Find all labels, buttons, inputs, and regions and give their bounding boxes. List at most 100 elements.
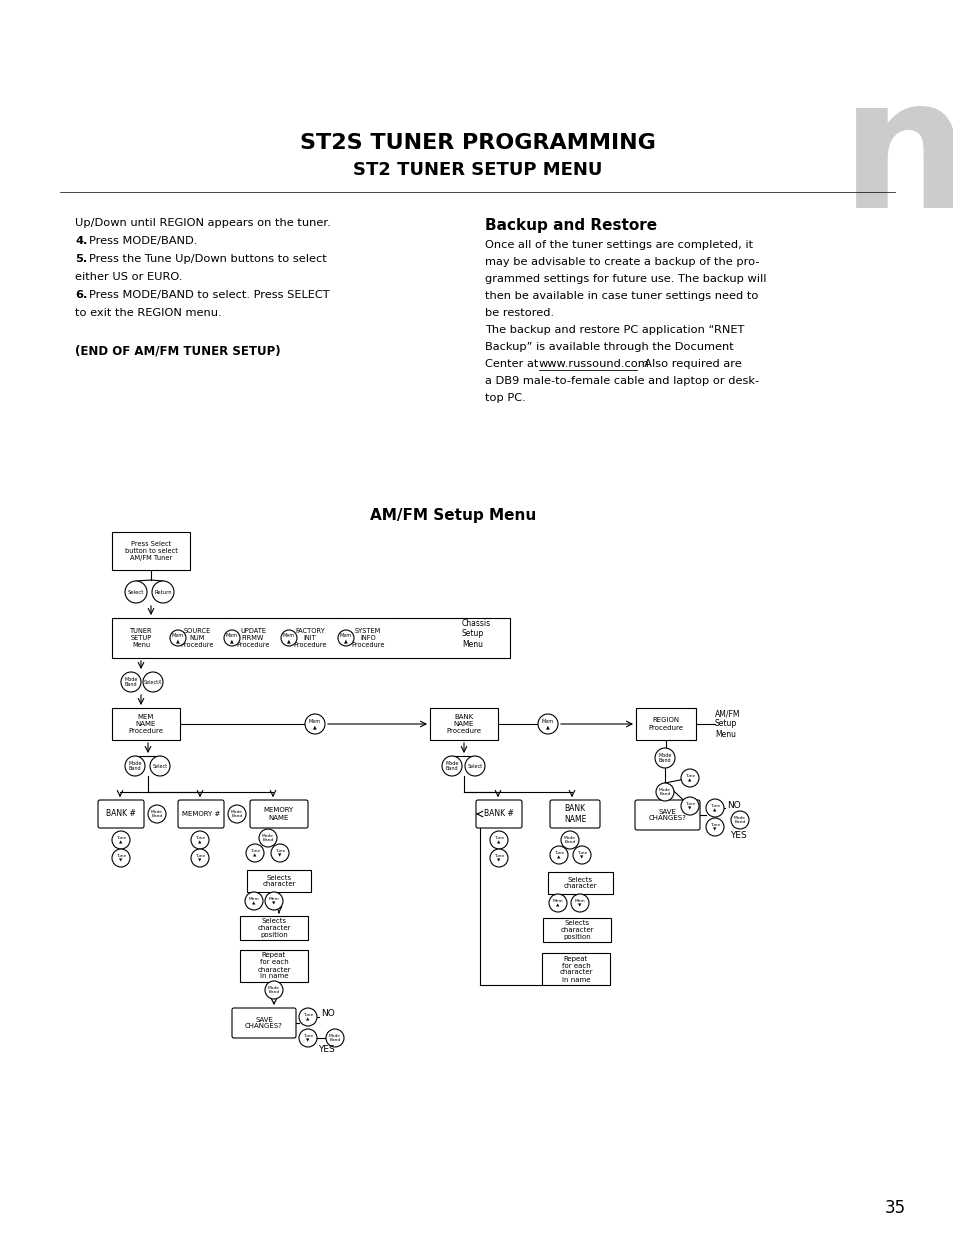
Circle shape	[550, 846, 567, 864]
Text: 6.: 6.	[75, 290, 88, 300]
Bar	[430, 708, 497, 740]
Text: Return: Return	[154, 589, 172, 594]
Circle shape	[656, 783, 673, 802]
Text: MEM
NAME
Procedure: MEM NAME Procedure	[129, 714, 163, 734]
Circle shape	[537, 714, 558, 734]
FancyBboxPatch shape	[476, 800, 521, 827]
Circle shape	[121, 672, 141, 692]
FancyBboxPatch shape	[250, 800, 308, 827]
Circle shape	[265, 981, 283, 999]
Text: . Also required are: . Also required are	[637, 359, 741, 369]
Circle shape	[265, 892, 283, 910]
Circle shape	[228, 805, 246, 823]
Circle shape	[298, 1008, 316, 1026]
Text: Center at: Center at	[484, 359, 541, 369]
Circle shape	[326, 1029, 344, 1047]
Circle shape	[271, 844, 289, 862]
Text: Select: Select	[128, 589, 144, 594]
Text: either US or EURO.: either US or EURO.	[75, 272, 182, 282]
Text: Chassis
Setup
Menu: Chassis Setup Menu	[461, 619, 491, 648]
Text: may be advisable to create a backup of the pro-: may be advisable to create a backup of t…	[484, 257, 759, 267]
Text: BANK
NAME: BANK NAME	[563, 804, 585, 824]
Text: Mem
▼: Mem ▼	[269, 897, 279, 905]
Circle shape	[281, 630, 296, 646]
Text: FACTORY
INIT
Procedure: FACTORY INIT Procedure	[293, 629, 327, 648]
Text: Mode
Band: Mode Band	[124, 677, 137, 688]
Bar	[240, 950, 308, 982]
Text: Selects
character: Selects character	[563, 877, 597, 889]
Text: Select: Select	[467, 763, 482, 768]
Text: Mode
Band: Mode Band	[733, 815, 745, 824]
Text: a DB9 male-to-female cable and laptop or desk-: a DB9 male-to-female cable and laptop or…	[484, 375, 759, 387]
Circle shape	[112, 831, 130, 848]
Circle shape	[655, 748, 675, 768]
Circle shape	[571, 894, 588, 911]
Text: Mode
Band: Mode Band	[563, 836, 576, 845]
Text: Tune
▲: Tune ▲	[709, 804, 720, 813]
Text: Mem
▲: Mem ▲	[226, 632, 238, 643]
Bar	[112, 532, 190, 571]
Text: Up/Down until REGION appears on the tuner.: Up/Down until REGION appears on the tune…	[75, 219, 331, 228]
Text: Tune
▼: Tune ▼	[115, 853, 126, 862]
Text: Tune
▲: Tune ▲	[554, 851, 563, 860]
Circle shape	[337, 630, 354, 646]
Circle shape	[150, 756, 170, 776]
Text: UPDATE
FIRMW
Procedure: UPDATE FIRMW Procedure	[236, 629, 270, 648]
Text: Mem
▲: Mem ▲	[309, 719, 321, 730]
Text: grammed settings for future use. The backup will: grammed settings for future use. The bac…	[484, 274, 765, 284]
Bar	[240, 916, 308, 940]
Text: Tune
▼: Tune ▼	[709, 823, 720, 831]
Text: Tune
▲: Tune ▲	[250, 848, 260, 857]
Text: Selects
character
position: Selects character position	[257, 918, 291, 939]
Text: BANK #: BANK #	[106, 809, 135, 819]
Circle shape	[245, 892, 263, 910]
Circle shape	[548, 894, 566, 911]
Circle shape	[573, 846, 590, 864]
Circle shape	[143, 672, 163, 692]
Circle shape	[298, 1029, 316, 1047]
FancyBboxPatch shape	[232, 1008, 295, 1037]
Text: SAVE
CHANGES?: SAVE CHANGES?	[245, 1016, 283, 1030]
Text: Repeat
for each
character
in name: Repeat for each character in name	[257, 952, 291, 979]
Circle shape	[258, 829, 276, 847]
Text: Tune
▼: Tune ▼	[577, 851, 586, 860]
Text: MEMORY #: MEMORY #	[182, 811, 220, 818]
Text: Tune
▼: Tune ▼	[302, 1034, 313, 1042]
Text: Tune
▲: Tune ▲	[302, 1013, 313, 1021]
Text: YES: YES	[317, 1046, 334, 1055]
Circle shape	[148, 805, 166, 823]
Text: 5.: 5.	[75, 254, 87, 264]
Text: Mem
▲: Mem ▲	[172, 632, 184, 643]
FancyBboxPatch shape	[98, 800, 144, 827]
Text: Press MODE/BAND to select. Press SELECT: Press MODE/BAND to select. Press SELECT	[89, 290, 330, 300]
Text: SelectX: SelectX	[144, 679, 162, 684]
Text: TUNER
SETUP
Menu: TUNER SETUP Menu	[130, 629, 152, 648]
Text: BANK #: BANK #	[483, 809, 514, 819]
Circle shape	[680, 769, 699, 787]
Text: (END OF AM/FM TUNER SETUP): (END OF AM/FM TUNER SETUP)	[75, 345, 280, 358]
Circle shape	[705, 818, 723, 836]
Circle shape	[730, 811, 748, 829]
Text: Tune
▲: Tune ▲	[115, 836, 126, 845]
Bar	[542, 918, 610, 942]
Text: Mem
▲: Mem ▲	[339, 632, 352, 643]
Text: ST2 TUNER SETUP MENU: ST2 TUNER SETUP MENU	[353, 161, 602, 179]
Bar	[636, 708, 696, 740]
Circle shape	[170, 630, 186, 646]
Text: MEMORY
NAME: MEMORY NAME	[264, 808, 294, 820]
Text: Tune
▼: Tune ▼	[274, 848, 285, 857]
Text: Mem
▲: Mem ▲	[541, 719, 554, 730]
Text: Mode
Band: Mode Band	[268, 986, 280, 994]
Text: top PC.: top PC.	[484, 393, 525, 403]
FancyBboxPatch shape	[550, 800, 599, 827]
Text: n: n	[840, 70, 953, 246]
Text: Mode
Band: Mode Band	[445, 761, 458, 772]
Text: Mem
▼: Mem ▼	[574, 899, 585, 908]
Text: Backup and Restore: Backup and Restore	[484, 219, 657, 233]
Text: REGION
Procedure: REGION Procedure	[648, 718, 682, 730]
Text: Mode
Band: Mode Band	[659, 788, 670, 797]
Circle shape	[490, 848, 507, 867]
Text: be restored.: be restored.	[484, 308, 554, 317]
Text: Mode
Band: Mode Band	[262, 834, 274, 842]
Text: Press the Tune Up/Down buttons to select: Press the Tune Up/Down buttons to select	[89, 254, 327, 264]
